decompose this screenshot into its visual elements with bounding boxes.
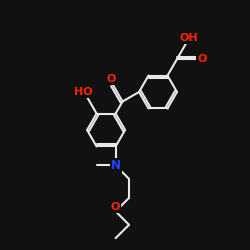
Text: O: O bbox=[106, 74, 116, 84]
Text: O: O bbox=[111, 202, 120, 212]
Text: OH: OH bbox=[179, 33, 198, 43]
Text: O: O bbox=[197, 54, 207, 64]
Text: N: N bbox=[110, 159, 120, 172]
Text: HO: HO bbox=[74, 87, 92, 97]
